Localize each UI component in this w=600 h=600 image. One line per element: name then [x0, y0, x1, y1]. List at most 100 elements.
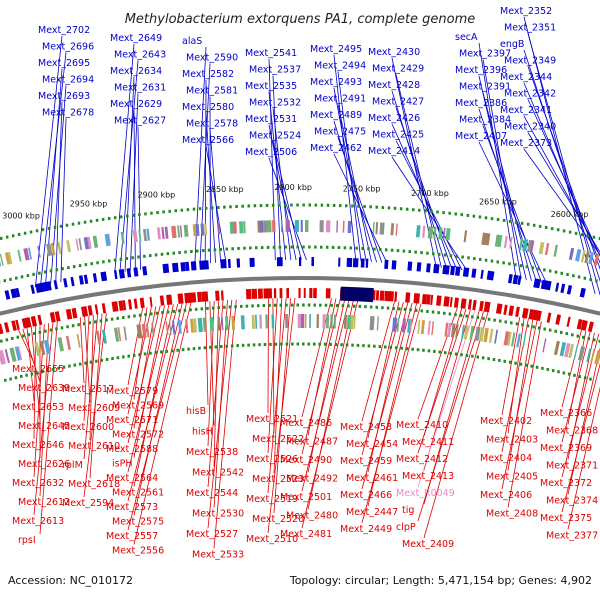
cog-colour-band: [197, 317, 203, 333]
gene-label-reverse: Mext_2530: [192, 509, 244, 520]
gc-dot: [537, 267, 540, 271]
reverse-gene-arrow: [298, 288, 301, 299]
cog-colour-band: [488, 328, 494, 343]
gc-dot: [122, 355, 125, 359]
reverse-gene-arrow: [257, 288, 263, 299]
gc-dot: [127, 354, 131, 358]
cog-colour-band: [510, 332, 516, 347]
gene-label-reverse: rplM: [62, 460, 83, 471]
forward-gene-arrow: [180, 262, 186, 272]
label-connector-reverse: [267, 298, 278, 454]
cog-colour-band: [542, 338, 547, 353]
cog-colour-band: [57, 337, 64, 352]
cog-colour-band: [145, 323, 150, 338]
cog-colour-band: [243, 221, 246, 234]
reverse-gene-arrow: [467, 299, 472, 310]
gene-label-reverse: Mext_2639: [18, 383, 70, 394]
gc-dot: [598, 339, 600, 343]
label-connector-reverse: [417, 311, 484, 522]
cog-colour-band: [217, 222, 221, 235]
gc-dot: [20, 374, 23, 378]
gc-dot: [46, 368, 50, 372]
gc-dot: [144, 313, 147, 317]
cog-colour-band: [265, 314, 269, 329]
gc-dot: [269, 342, 272, 346]
gc-dot: [154, 253, 158, 257]
gc-dot: [247, 343, 250, 347]
gc-dot: [312, 342, 316, 346]
cog-colour-band: [427, 226, 434, 239]
gc-dot: [77, 221, 81, 225]
gc-dot: [150, 211, 153, 215]
gc-dot: [478, 215, 482, 219]
cog-colour-band: [297, 313, 302, 329]
gc-dot: [562, 229, 566, 233]
label-connector-forward: [60, 118, 67, 283]
gc-dot: [41, 370, 44, 374]
cog-colour-band: [190, 318, 194, 333]
cog-colour-band: [325, 220, 331, 233]
gene-label-forward: Mext_2494: [314, 61, 366, 72]
gc-dot: [531, 266, 534, 270]
gc-dot: [455, 254, 459, 258]
gc-dot: [493, 318, 496, 322]
cog-colour-band: [34, 341, 41, 357]
cog-colour-band: [522, 334, 527, 349]
cog-colour-band: [14, 346, 22, 361]
gc-dot: [166, 252, 170, 256]
gc-dot: [84, 361, 87, 365]
gc-dot: [543, 268, 546, 272]
cog-colour-band: [395, 223, 398, 236]
gc-dot: [393, 206, 397, 210]
gc-dot: [198, 346, 201, 350]
gene-label-reverse: Mext_2600: [62, 422, 114, 433]
gc-dot: [302, 203, 305, 207]
summary-text: Topology: circular; Length: 5,471,154 bp…: [289, 574, 592, 587]
gene-label-reverse: Mext_2466: [340, 490, 392, 501]
label-connector-forward: [333, 120, 378, 263]
label-connector-reverse: [361, 301, 395, 422]
gc-dot: [436, 210, 439, 214]
gc-dot: [351, 343, 354, 347]
label-connector-reverse: [79, 317, 85, 384]
label-connector-reverse: [417, 310, 476, 488]
gc-dot: [519, 264, 523, 268]
cog-colour-band: [336, 220, 339, 233]
cog-colour-band: [422, 225, 426, 238]
cog-colour-band: [568, 247, 575, 261]
gc-dot: [514, 361, 517, 365]
label-connector-forward: [34, 35, 63, 288]
gc-dot: [235, 204, 238, 208]
gc-dot: [253, 204, 257, 208]
cog-colour-band: [326, 314, 330, 329]
gc-dot: [302, 342, 305, 346]
label-connector-forward: [527, 99, 600, 257]
gc-dot: [405, 207, 409, 211]
gc-dot: [574, 231, 578, 235]
gene-label-reverse: Mext_2538: [186, 447, 238, 458]
gc-dot: [466, 213, 470, 217]
gc-dot: [568, 230, 572, 234]
gene-label-forward: Mext_2425: [372, 130, 424, 141]
gc-dot: [412, 208, 415, 212]
reverse-gene-arrow: [483, 301, 491, 313]
cog-colour-band: [192, 318, 198, 333]
gene-label-reverse: Mext_2481: [280, 529, 332, 540]
reverse-gene-arrow: [405, 292, 411, 303]
label-connector-reverse: [133, 303, 183, 516]
gc-dot: [302, 303, 305, 307]
gc-dot: [178, 309, 181, 313]
cog-colour-band: [171, 320, 176, 335]
cog-colour-band: [346, 314, 352, 330]
label-connector-forward: [482, 59, 522, 280]
gc-dot: [578, 375, 582, 379]
forward-gene-arrow: [142, 266, 148, 276]
gc-dot: [593, 338, 596, 342]
gene-label-forward: Mext_2349: [504, 56, 556, 67]
gc-dot: [196, 249, 199, 253]
gc-dot: [5, 338, 9, 342]
gc-dot: [217, 306, 220, 310]
cog-colour-band: [104, 233, 111, 247]
gc-dot: [487, 317, 491, 321]
